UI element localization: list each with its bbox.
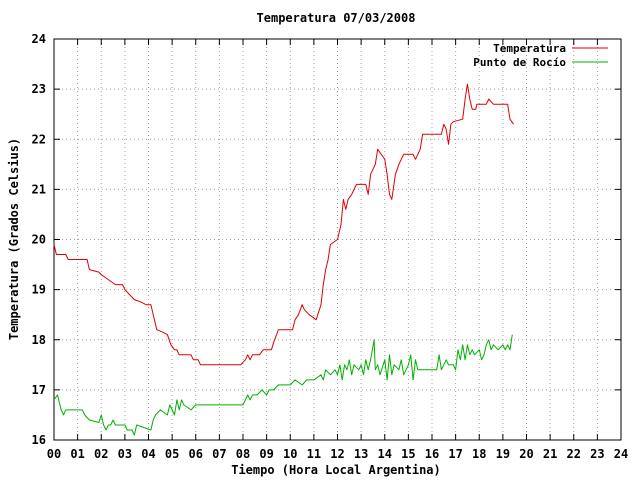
y-tick-label: 20 [32, 233, 46, 247]
x-tick-label: 21 [543, 447, 557, 461]
legend: Temperatura Punto de Rocío [473, 42, 608, 69]
x-tick-label: 19 [496, 447, 510, 461]
grid [54, 39, 621, 440]
x-tick-label: 07 [212, 447, 226, 461]
axis-ticks: 00 01 02 03 04 05 06 07 08 09 10 11 12 13 14 15 16 17 18 19… [32, 32, 629, 461]
x-tick-label: 04 [141, 447, 155, 461]
x-tick-label: 24 [614, 447, 628, 461]
y-tick-label: 22 [32, 132, 46, 146]
chart-title: Temperatura 07/03/2008 [257, 11, 416, 25]
y-tick-label: 23 [32, 82, 46, 96]
y-tick-label: 19 [32, 283, 46, 297]
x-tick-label: 14 [378, 447, 392, 461]
y-tick-label: 18 [32, 333, 46, 347]
x-tick-label: 03 [118, 447, 132, 461]
x-tick-label: 16 [425, 447, 439, 461]
y-tick-label: 17 [32, 383, 46, 397]
x-tick-label: 08 [236, 447, 250, 461]
x-tick-label: 05 [165, 447, 179, 461]
y-axis-label: Temperatura (Grados Celsius) [7, 138, 21, 340]
x-tick-label: 22 [567, 447, 581, 461]
legend-label-temperatura: Temperatura [493, 42, 566, 55]
x-tick-label: 06 [189, 447, 203, 461]
series-line-punto-de-rocio [53, 334, 513, 436]
x-tick-label: 10 [283, 447, 297, 461]
x-tick-label: 01 [70, 447, 84, 461]
x-tick-label: 20 [519, 447, 533, 461]
x-tick-label: 23 [590, 447, 604, 461]
legend-label-punto-de-rocio: Punto de Rocío [473, 56, 566, 69]
series-lines [53, 83, 514, 436]
y-tick-label: 24 [32, 32, 46, 46]
x-tick-label: 13 [354, 447, 368, 461]
series-line-temperatura [53, 83, 514, 366]
x-tick-label: 02 [94, 447, 108, 461]
y-tick-label: 21 [32, 182, 46, 196]
x-tick-label: 15 [401, 447, 415, 461]
y-tick-label: 16 [32, 433, 46, 447]
x-axis-label: Tiempo (Hora Local Argentina) [231, 463, 441, 477]
x-tick-label: 18 [472, 447, 486, 461]
x-tick-label: 11 [307, 447, 321, 461]
x-tick-label: 00 [47, 447, 61, 461]
x-tick-label: 12 [330, 447, 344, 461]
x-tick-label: 17 [448, 447, 462, 461]
x-tick-label: 09 [259, 447, 273, 461]
